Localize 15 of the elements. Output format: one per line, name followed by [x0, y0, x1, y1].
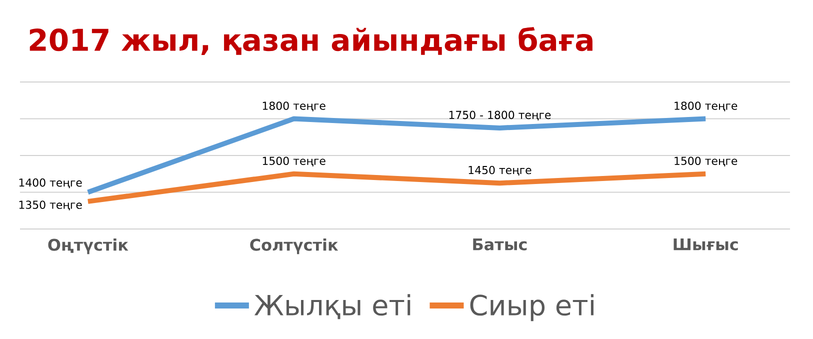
data-label: 1500 теңге [674, 156, 738, 166]
x-tick-label: Солтүстік [250, 238, 338, 254]
legend-label: Сиыр еті [470, 294, 594, 322]
data-label: 1750 - 1800 теңге [449, 110, 551, 120]
x-tick-label: Шығыс [674, 238, 738, 250]
data-label: 1500 теңге [262, 156, 326, 166]
data-label: 1350 теңге [19, 200, 82, 210]
chart-title: 2017 жыл, қазан айындағы баға [30, 27, 592, 55]
legend-label: Жылқы еті [254, 294, 410, 320]
data-label: 1800 теңге [674, 102, 738, 112]
x-tick-label: Оңтүстік [48, 238, 128, 254]
data-label: 1800 теңге [262, 102, 326, 112]
data-label: 1400 теңге [19, 178, 82, 188]
data-label: 1450 теңге [468, 166, 532, 176]
x-tick-label: Батыс [473, 238, 527, 250]
